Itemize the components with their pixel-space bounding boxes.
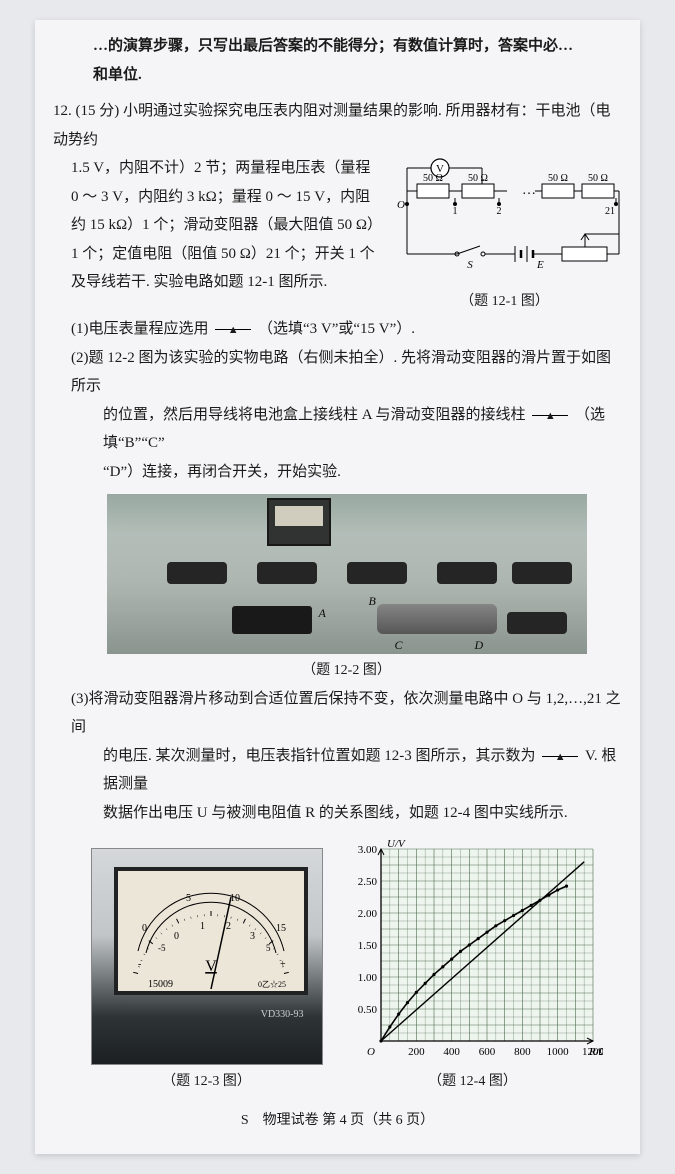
meter-dial-svg: 0 5 10 15 - -5 0 1 2 3 5 — [118, 871, 304, 991]
bt-p: + — [280, 959, 286, 970]
meter-face: 0 5 10 15 - -5 0 1 2 3 5 — [114, 867, 308, 995]
meter-model: VD330-93 — [261, 1005, 304, 1024]
photo-label-A: A — [319, 602, 326, 625]
svg-text:800: 800 — [514, 1046, 531, 1058]
svg-text:600: 600 — [478, 1046, 495, 1058]
photo-resistor-icon — [257, 562, 317, 584]
fig12-4-caption: （题 12-4 图） — [343, 1069, 603, 1096]
stem-body: 1.5 V，内阻不计）2 节；两量程电压表（量程 0 ～ 3 V，内阻约 3 k… — [71, 154, 379, 297]
photo-battery-icon — [232, 606, 312, 634]
q3-l1: (3)将滑动变阻器滑片移动到合适位置后保持不变，依次测量电路中 O 与 1,2,… — [71, 691, 621, 736]
emf-label: E — [536, 259, 544, 271]
question-1: (1)电压表量程应选用 （选填“3 V”或“15 V”）. — [71, 315, 622, 344]
svg-text:1.00: 1.00 — [357, 972, 377, 984]
problem-points: (15 分) — [76, 103, 120, 119]
node-1: 1 — [453, 206, 458, 217]
meter-serial: 15009 — [148, 979, 173, 990]
bt-p5: 5 — [266, 943, 271, 953]
photo-label-C: C — [395, 634, 403, 657]
circuit-caption: （题 12-1 图） — [387, 289, 622, 316]
problem-12: 12. (15 分) 小明通过实验探究电压表内阻对测量结果的影响. 所用器材有：… — [53, 97, 622, 1096]
q1-pre: (1)电压表量程应选用 — [71, 321, 209, 337]
q2-l2-pre: 的位置，然后用导线将电池盒上接线柱 A 与滑动变阻器的接线柱 — [103, 407, 526, 423]
fragment-text-2: 和单位. — [93, 67, 142, 83]
bt-2: 2 — [226, 921, 231, 932]
q3-l2-pre: 的电压. 某次测量时，电压表指针位置如题 12-3 图所示，其示数为 — [103, 748, 536, 764]
switch-label: S — [467, 259, 473, 271]
r-label-3: 50 Ω — [548, 173, 568, 184]
exam-page: …的演算步骤，只写出最后答案的不能得分；有数值计算时，答案中必… 和单位. 12… — [35, 20, 640, 1154]
circuit-figure: V 50 Ω 50 Ω 50 Ω — [387, 154, 622, 315]
r-label-1: 50 Ω — [423, 173, 443, 184]
bt-3: 3 — [250, 931, 255, 942]
node-21: 21 — [605, 206, 615, 217]
svg-text:O: O — [367, 1046, 375, 1058]
lower-figures: 0 5 10 15 - -5 0 1 2 3 5 — [71, 835, 622, 1096]
lt-5: 5 — [186, 893, 191, 904]
svg-text:2.50: 2.50 — [357, 876, 377, 888]
node-O: O — [397, 199, 405, 211]
stem-line-1: 小明通过实验探究电压表内阻对测量结果的影响. 所用器材有：干电池（电动势约 — [53, 103, 611, 148]
r-label-2: 50 Ω — [468, 173, 488, 184]
fragment-text-1: …的演算步骤，只写出最后答案的不能得分；有数值计算时，答案中必… — [93, 38, 573, 54]
graph-svg: 0.50 1.00 1.50 2.00 2.50 3.00 200 400 600 800 1000… — [343, 835, 603, 1065]
photo-resistor-icon — [347, 562, 407, 584]
photo-resistor-icon — [167, 562, 227, 584]
photo-label-B: B — [369, 590, 376, 613]
fig-12-4-wrap: 0.50 1.00 1.50 2.00 2.50 3.00 200 400 600 800 1000… — [343, 835, 603, 1096]
photo-resistor-icon — [512, 562, 572, 584]
fig12-2-caption: （题 12-2 图） — [71, 658, 622, 685]
photo-resistor-icon — [507, 612, 567, 634]
svg-text:2.00: 2.00 — [357, 908, 377, 920]
bt-m: - — [138, 959, 141, 970]
r-label-4: 50 Ω — [588, 173, 608, 184]
page-footer: S 物理试卷 第 4 页（共 6 页） — [53, 1108, 622, 1135]
question-2: (2)题 12-2 图为该实验的实物电路（右侧未拍全）. 先将滑动变阻器的滑片置… — [71, 344, 622, 487]
photo-12-2: A B C D — [107, 494, 587, 654]
page-top-fragment: …的演算步骤，只写出最后答案的不能得分；有数值计算时，答案中必… 和单位. — [53, 32, 622, 89]
blank-1 — [215, 315, 251, 330]
graph-12-4: 0.50 1.00 1.50 2.00 2.50 3.00 200 400 600 800 1000… — [343, 835, 603, 1065]
svg-text:400: 400 — [443, 1046, 460, 1058]
q3-l3: 数据作出电压 U 与被测电阻值 R 的关系图线，如题 12-4 图中实线所示. — [103, 805, 568, 821]
photo-resistor-icon — [437, 562, 497, 584]
question-3: (3)将滑动变阻器滑片移动到合适位置后保持不变，依次测量电路中 O 与 1,2,… — [71, 685, 622, 828]
bt-1: 1 — [200, 921, 205, 932]
svg-text:U/V: U/V — [387, 838, 406, 850]
photo-rheostat-icon — [377, 604, 497, 634]
svg-text:1.50: 1.50 — [357, 940, 377, 952]
bt-m5: -5 — [158, 943, 166, 953]
circuit-diagram-svg: V 50 Ω 50 Ω 50 Ω — [387, 154, 622, 274]
lt-0a: 0 — [142, 923, 147, 934]
svg-text:1000: 1000 — [546, 1046, 569, 1058]
lt-10: 10 — [230, 893, 240, 904]
dots: … — [522, 183, 536, 198]
bt-0: 0 — [174, 931, 179, 942]
blank-2 — [532, 401, 568, 416]
fig-12-3-wrap: 0 5 10 15 - -5 0 1 2 3 5 — [91, 848, 323, 1096]
svg-text:0.50: 0.50 — [357, 1004, 377, 1016]
meter-photo: 0 5 10 15 - -5 0 1 2 3 5 — [91, 848, 323, 1065]
lt-15: 15 — [276, 923, 286, 934]
node-2: 2 — [497, 206, 502, 217]
photo-meter-icon — [267, 498, 331, 546]
photo-label-D: D — [475, 634, 484, 657]
svg-text:3.00: 3.00 — [357, 844, 377, 856]
q2-l1: (2)题 12-2 图为该实验的实物电路（右侧未拍全）. 先将滑动变阻器的滑片置… — [71, 350, 611, 395]
meter-V: V — [205, 958, 217, 975]
svg-text:R/Ω: R/Ω — [588, 1046, 603, 1058]
svg-text:200: 200 — [408, 1046, 425, 1058]
fig12-3-caption: （题 12-3 图） — [91, 1069, 323, 1096]
q1-post: （选填“3 V”或“15 V”）. — [258, 321, 415, 337]
meter-rating: 0乙☆25 — [258, 980, 286, 989]
q2-l3: “D”）连接，再闭合开关，开始实验. — [103, 464, 341, 480]
problem-number: 12. — [53, 103, 72, 119]
blank-3 — [542, 742, 578, 757]
